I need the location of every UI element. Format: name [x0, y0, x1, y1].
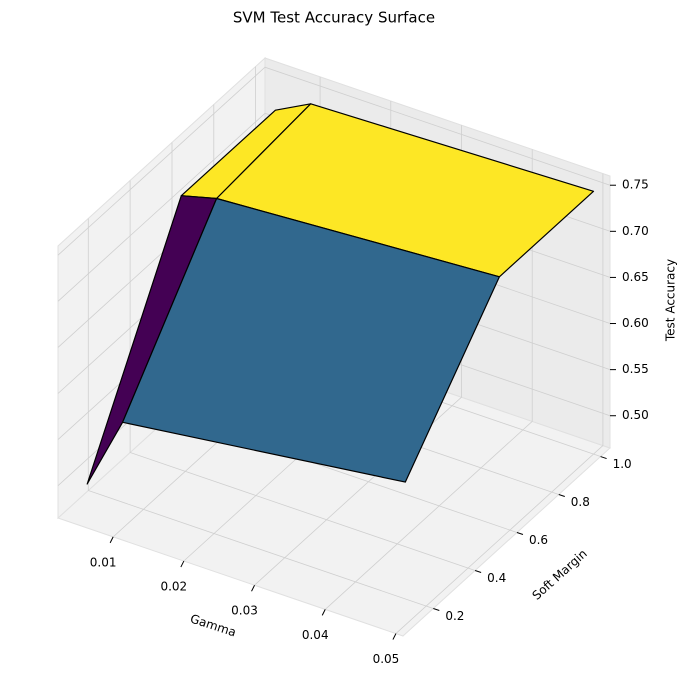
tick-mark	[474, 570, 482, 573]
grid-line	[57, 66, 611, 256]
x-tick-label: 0.02	[160, 580, 187, 594]
y-tick-label: 0.8	[571, 495, 590, 509]
z-axis-label: Test Accuracy	[664, 259, 678, 342]
z-tick-label: 0.75	[622, 178, 649, 192]
x-tick-label: 0.03	[231, 604, 258, 618]
tick-mark	[321, 609, 326, 616]
tick-mark	[392, 633, 397, 640]
tick-mark	[516, 532, 524, 535]
z-tick-label: 0.60	[622, 316, 649, 330]
surface-patch	[121, 197, 500, 483]
z-tick-label: 0.70	[622, 224, 649, 238]
x-tick-label: 0.01	[90, 555, 117, 569]
y-axis-label: Soft Margin	[530, 547, 590, 603]
z-tick-label: 0.55	[622, 362, 649, 376]
y-tick-label: 1.0	[613, 457, 632, 471]
tick-mark	[251, 584, 255, 592]
tick-mark	[600, 456, 607, 460]
z-tick-label: 0.65	[622, 270, 649, 284]
grid-line	[395, 173, 604, 634]
grid-line	[87, 218, 434, 609]
y-tick-label: 0.4	[487, 571, 506, 585]
tick-mark	[433, 607, 440, 611]
tick-mark	[109, 536, 114, 544]
z-tick-label: 0.50	[622, 408, 649, 422]
tick-mark	[180, 560, 185, 568]
tick-mark	[558, 494, 565, 497]
x-tick-label: 0.05	[373, 652, 400, 666]
grid-line	[129, 180, 476, 571]
chart-title: SVM Test Accuracy Surface	[233, 9, 435, 27]
x-tick-label: 0.04	[302, 628, 329, 642]
y-tick-label: 0.2	[445, 609, 464, 623]
y-tick-label: 0.6	[529, 533, 548, 547]
